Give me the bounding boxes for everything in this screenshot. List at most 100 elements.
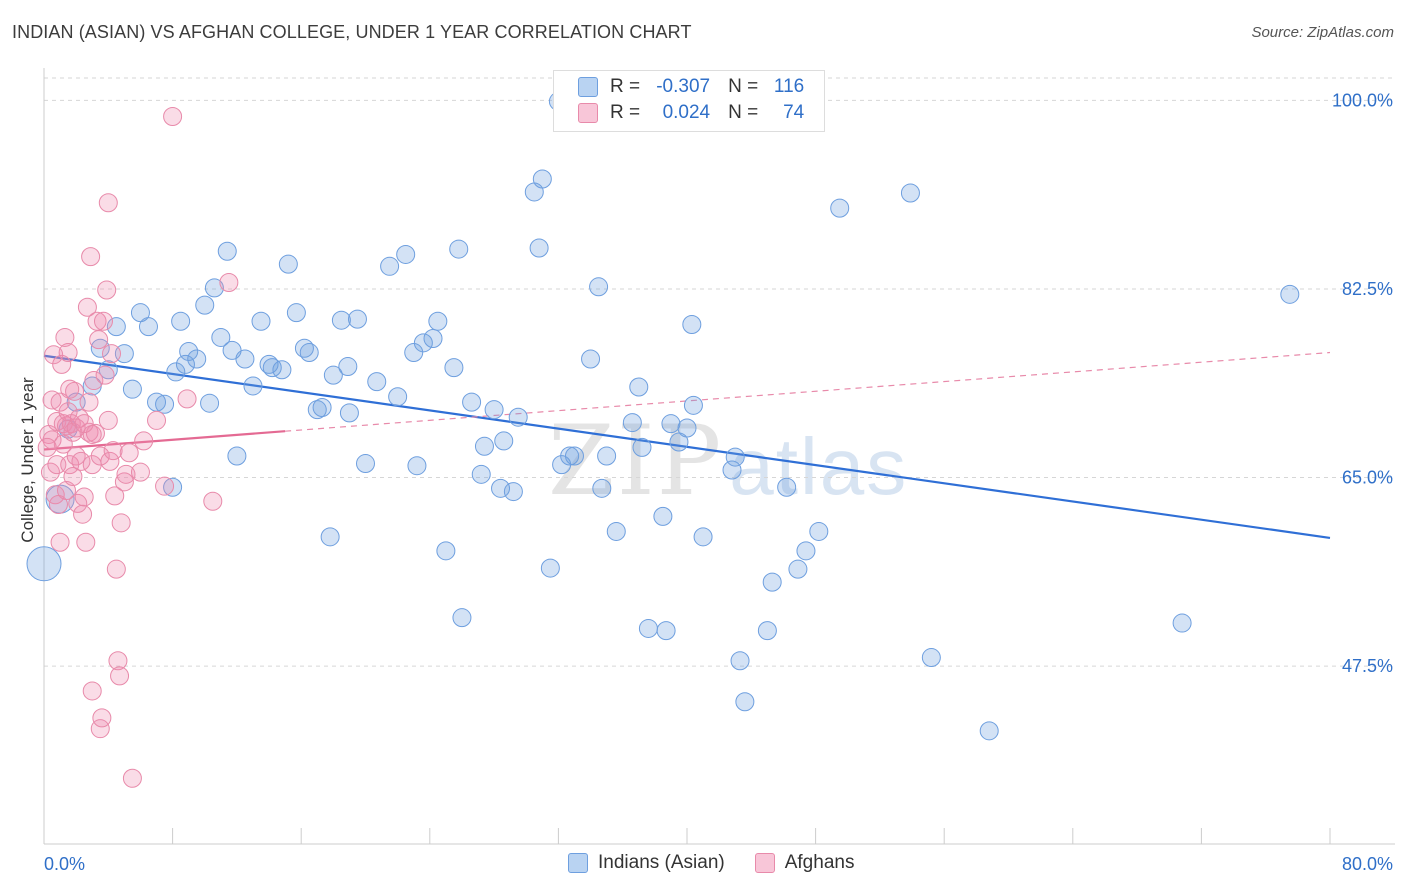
afghans-point bbox=[106, 559, 126, 579]
source-label: Source: ZipAtlas.com bbox=[1251, 24, 1394, 41]
series-legend: Indians (Asian) Afghans bbox=[568, 852, 884, 874]
afghans-point bbox=[73, 504, 93, 524]
indians-point bbox=[320, 527, 340, 547]
afghans-point bbox=[81, 247, 101, 267]
afghans-point bbox=[147, 410, 167, 430]
afghans-trend-line-extended bbox=[285, 351, 1331, 432]
indians-point bbox=[653, 506, 673, 526]
indians-point bbox=[204, 278, 224, 298]
afghans-point bbox=[103, 441, 123, 461]
legend-n-value: 116 bbox=[773, 76, 805, 97]
legend-row-afghans: R = 0.024 N = 74 bbox=[578, 102, 804, 124]
indians-point bbox=[423, 329, 443, 349]
indians-point bbox=[436, 541, 456, 561]
gridlines bbox=[44, 77, 1395, 667]
afghans-point bbox=[203, 491, 223, 511]
indians-point bbox=[540, 558, 560, 578]
indians-point bbox=[725, 447, 745, 467]
indians-point bbox=[606, 521, 626, 541]
afghans-point bbox=[79, 422, 99, 442]
afghans-point bbox=[58, 402, 78, 422]
legend-n-value: 74 bbox=[783, 102, 805, 123]
afghans-point bbox=[134, 431, 154, 451]
indians-point bbox=[262, 358, 282, 378]
afghans-point bbox=[95, 365, 115, 385]
indians-point bbox=[777, 477, 797, 497]
afghans-point bbox=[100, 451, 120, 471]
indians-point bbox=[494, 431, 514, 451]
indians-point bbox=[166, 362, 186, 382]
afghans-point bbox=[89, 330, 109, 350]
indians-point bbox=[900, 183, 920, 203]
indians-point bbox=[217, 241, 237, 261]
watermark-atlas: atlas bbox=[729, 422, 908, 511]
y-tick-label: 65.0% bbox=[1342, 468, 1393, 488]
indians-point bbox=[629, 377, 649, 397]
indians-point bbox=[474, 436, 494, 456]
indians-point bbox=[331, 310, 351, 330]
tick-labels: 47.5% 65.0% 82.5% 100.0% 0.0% 80.0% bbox=[44, 90, 1393, 874]
legend-r-value: -0.307 bbox=[656, 76, 711, 97]
indians-point bbox=[532, 169, 552, 189]
indians-point bbox=[407, 456, 427, 476]
indians-point bbox=[638, 618, 658, 638]
indians-point bbox=[632, 437, 652, 457]
indians-point bbox=[272, 360, 292, 380]
indians-point bbox=[278, 254, 298, 274]
legend-swatch-afghans bbox=[578, 103, 598, 123]
afghans-point bbox=[65, 381, 85, 401]
afghans-point bbox=[177, 389, 197, 409]
afghans-point bbox=[44, 345, 64, 365]
afghans-point bbox=[98, 193, 118, 213]
afghans-point bbox=[76, 532, 96, 552]
afghans-point bbox=[155, 476, 175, 496]
legend-swatch-indians bbox=[578, 77, 598, 97]
indians-point bbox=[106, 317, 126, 337]
series-swatch-afghans bbox=[754, 853, 775, 873]
indians-point bbox=[1280, 284, 1300, 304]
indians-point bbox=[592, 478, 612, 498]
series-legend-indians[interactable]: Indians (Asian) bbox=[568, 852, 725, 874]
axes bbox=[43, 68, 1395, 845]
afghans-point bbox=[92, 708, 112, 728]
legend-n-label: N = bbox=[728, 76, 759, 97]
afghans-point bbox=[40, 462, 60, 482]
indians-point bbox=[163, 477, 183, 497]
x-tick-label-min: 0.0% bbox=[44, 854, 85, 874]
x-tick-label-max: 80.0% bbox=[1342, 854, 1393, 874]
indians-point bbox=[529, 238, 549, 258]
afghans-point bbox=[163, 107, 183, 126]
afghans-point bbox=[105, 486, 125, 506]
afghans-point bbox=[63, 466, 83, 486]
indians-point bbox=[503, 482, 523, 502]
indians-point bbox=[211, 327, 231, 347]
afghans-point bbox=[116, 464, 136, 484]
afghans-point bbox=[58, 343, 78, 363]
series-legend-afghans[interactable]: Afghans bbox=[754, 852, 854, 874]
indians-point bbox=[26, 546, 62, 582]
indians-point bbox=[1172, 613, 1192, 633]
afghans-point bbox=[111, 513, 131, 533]
afghans-point bbox=[114, 472, 134, 492]
indians-point bbox=[682, 315, 702, 335]
indians-point bbox=[338, 357, 358, 377]
afghans-point bbox=[82, 681, 102, 701]
indians-point bbox=[830, 198, 850, 218]
afghans-point bbox=[74, 414, 94, 434]
indians-point bbox=[462, 392, 482, 412]
indians-point bbox=[693, 527, 713, 547]
legend-r-label: R = bbox=[610, 102, 641, 123]
indians-point bbox=[589, 277, 609, 297]
indians-point bbox=[179, 341, 199, 361]
indians-point bbox=[444, 358, 464, 378]
indians-point bbox=[921, 648, 941, 668]
indians-point bbox=[251, 311, 271, 331]
indians-point bbox=[796, 541, 816, 561]
indians-point bbox=[339, 403, 359, 423]
indians-point bbox=[356, 454, 375, 474]
afghans-point bbox=[50, 392, 70, 412]
afghans-point bbox=[110, 666, 130, 686]
afghans-point bbox=[97, 280, 117, 300]
afghans-point bbox=[37, 437, 57, 457]
